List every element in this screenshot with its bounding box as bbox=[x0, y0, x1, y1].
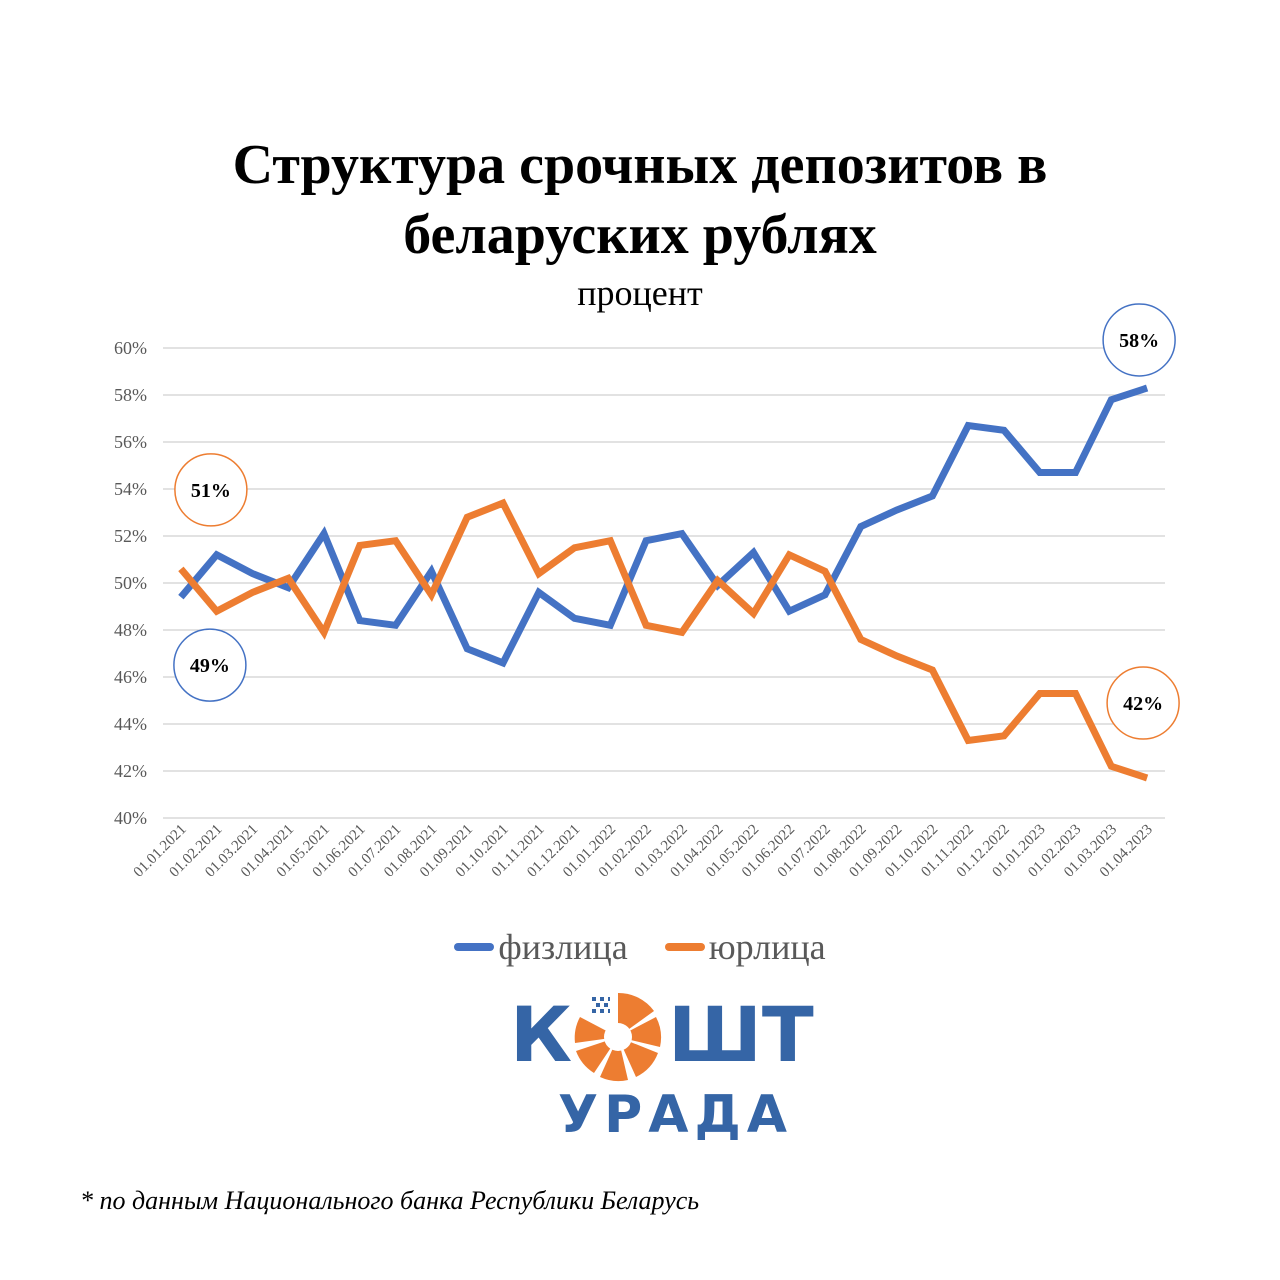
chart-subtitle: процент bbox=[577, 273, 703, 313]
annotation-label: 58% bbox=[1119, 330, 1159, 352]
annotation-circle bbox=[174, 453, 248, 527]
y-tick-label: 54% bbox=[114, 479, 147, 499]
legend-swatch-yur bbox=[664, 943, 705, 951]
y-tick-label: 58% bbox=[114, 385, 147, 405]
logo-letters-sht: ШТ bbox=[668, 990, 814, 1079]
y-tick-label: 60% bbox=[114, 338, 147, 358]
annotations: 51% 49% 58% 42% bbox=[173, 303, 1180, 740]
logo: К ШТ УРАДА bbox=[510, 985, 814, 1155]
annotation-circle bbox=[173, 628, 247, 702]
y-tick-label: 56% bbox=[114, 432, 147, 452]
series-line-fiz bbox=[178, 384, 1149, 668]
y-axis-ticks: 40% 42% 44% 46% 48% 50% 52% 54% 56% 58% 60% bbox=[114, 338, 147, 828]
legend: физлица юрлица bbox=[0, 918, 1280, 968]
logo-letter-k: К bbox=[510, 990, 573, 1079]
legend-label-fiz: физлица bbox=[498, 927, 628, 967]
legend-label-yur: юрлица bbox=[708, 927, 826, 967]
legend-item-fiz: физлица bbox=[454, 926, 628, 968]
logo-orange-emblem bbox=[574, 992, 662, 1082]
y-tick-label: 46% bbox=[114, 667, 147, 687]
gridlines bbox=[163, 347, 1165, 819]
logo-subtitle: УРАДА bbox=[558, 1085, 794, 1145]
annotation-label: 49% bbox=[190, 655, 230, 677]
legend-item-yur: юрлица bbox=[664, 926, 826, 968]
annotation-circle bbox=[1102, 303, 1176, 377]
x-axis-ticks: 01.01.202101.02.202101.03.202101.04.2021… bbox=[131, 822, 1156, 881]
y-tick-label: 52% bbox=[114, 526, 147, 546]
annotation-label: 42% bbox=[1123, 693, 1163, 715]
annotation-circle bbox=[1106, 666, 1180, 740]
series-line-yur bbox=[178, 498, 1149, 782]
y-tick-label: 40% bbox=[114, 808, 147, 828]
y-tick-label: 50% bbox=[114, 573, 147, 593]
annotation-label: 51% bbox=[191, 480, 231, 502]
legend-swatch-fiz bbox=[454, 943, 495, 951]
title-line-1: Структура срочных депозитов в bbox=[232, 134, 1048, 196]
title-line-2: беларуских рублях bbox=[403, 204, 877, 266]
footnote: * по данным Национального банка Республи… bbox=[80, 1186, 700, 1215]
chart-title: Структура срочных депозитов в беларуских… bbox=[0, 130, 1280, 270]
y-tick-label: 44% bbox=[114, 714, 147, 734]
y-tick-label: 48% bbox=[114, 620, 147, 640]
series-lines bbox=[178, 384, 1149, 782]
y-tick-label: 42% bbox=[114, 761, 147, 781]
